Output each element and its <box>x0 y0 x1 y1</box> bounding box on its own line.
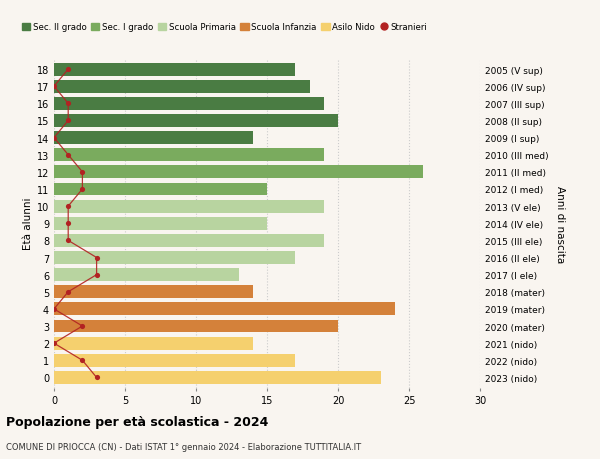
Bar <box>54 285 253 298</box>
Point <box>64 66 73 73</box>
Point <box>92 254 101 262</box>
Point <box>92 374 101 381</box>
Bar <box>54 218 267 230</box>
Point <box>64 220 73 228</box>
Bar <box>54 337 253 350</box>
Y-axis label: Età alunni: Età alunni <box>23 197 32 250</box>
Point <box>77 186 87 193</box>
Legend: Sec. II grado, Sec. I grado, Scuola Primaria, Scuola Infanzia, Asilo Nido, Stran: Sec. II grado, Sec. I grado, Scuola Prim… <box>18 20 431 35</box>
Point <box>49 340 59 347</box>
Y-axis label: Anni di nascita: Anni di nascita <box>556 185 565 262</box>
Point <box>64 152 73 159</box>
Point <box>64 118 73 125</box>
Bar <box>54 354 295 367</box>
Point <box>64 237 73 245</box>
Point <box>77 357 87 364</box>
Point <box>92 271 101 279</box>
Point <box>77 169 87 176</box>
Text: Popolazione per età scolastica - 2024: Popolazione per età scolastica - 2024 <box>6 415 268 428</box>
Bar <box>54 81 310 94</box>
Bar <box>54 320 338 333</box>
Point <box>49 84 59 91</box>
Point <box>64 101 73 108</box>
Text: COMUNE DI PRIOCCA (CN) - Dati ISTAT 1° gennaio 2024 - Elaborazione TUTTITALIA.IT: COMUNE DI PRIOCCA (CN) - Dati ISTAT 1° g… <box>6 442 361 451</box>
Bar <box>54 183 267 196</box>
Bar <box>54 235 324 247</box>
Bar <box>54 269 239 281</box>
Bar <box>54 98 324 111</box>
Bar <box>54 303 395 316</box>
Point <box>64 288 73 296</box>
Bar <box>54 149 324 162</box>
Bar <box>54 166 423 179</box>
Bar <box>54 252 295 264</box>
Point <box>77 323 87 330</box>
Bar <box>54 63 295 76</box>
Point <box>49 134 59 142</box>
Bar <box>54 115 338 128</box>
Point <box>64 203 73 210</box>
Point <box>49 306 59 313</box>
Bar <box>54 132 253 145</box>
Bar <box>54 371 380 384</box>
Bar <box>54 200 324 213</box>
